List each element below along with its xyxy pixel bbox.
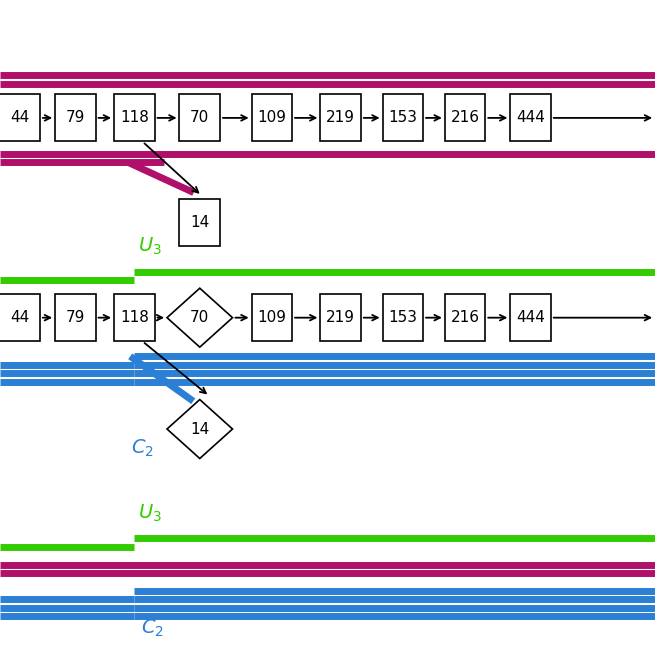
Text: 70: 70	[190, 111, 210, 125]
FancyBboxPatch shape	[383, 94, 423, 141]
Text: 44: 44	[10, 310, 29, 325]
Text: 219: 219	[326, 310, 355, 325]
Text: 14: 14	[190, 422, 210, 436]
Text: 70: 70	[190, 310, 210, 325]
Text: 216: 216	[451, 111, 479, 125]
Polygon shape	[167, 400, 233, 458]
FancyBboxPatch shape	[320, 94, 361, 141]
Text: 216: 216	[451, 310, 479, 325]
FancyBboxPatch shape	[510, 294, 551, 341]
Text: 444: 444	[516, 111, 545, 125]
Text: 14: 14	[190, 215, 210, 230]
Text: 44: 44	[10, 111, 29, 125]
FancyBboxPatch shape	[0, 94, 40, 141]
FancyBboxPatch shape	[55, 94, 96, 141]
Text: 153: 153	[388, 310, 417, 325]
Polygon shape	[167, 288, 233, 347]
FancyBboxPatch shape	[320, 294, 361, 341]
FancyBboxPatch shape	[179, 199, 220, 246]
FancyBboxPatch shape	[114, 294, 155, 341]
FancyBboxPatch shape	[510, 94, 551, 141]
FancyBboxPatch shape	[252, 294, 292, 341]
FancyBboxPatch shape	[0, 294, 40, 341]
Text: 219: 219	[326, 111, 355, 125]
FancyBboxPatch shape	[55, 294, 96, 341]
Text: 444: 444	[516, 310, 545, 325]
FancyBboxPatch shape	[383, 294, 423, 341]
Text: 118: 118	[120, 111, 149, 125]
FancyBboxPatch shape	[252, 94, 292, 141]
Text: $U_3$: $U_3$	[138, 236, 161, 257]
Text: 79: 79	[66, 310, 85, 325]
FancyBboxPatch shape	[179, 94, 220, 141]
Text: $C_2$: $C_2$	[131, 438, 154, 458]
Text: 153: 153	[388, 111, 417, 125]
Text: 118: 118	[120, 310, 149, 325]
Text: 79: 79	[66, 111, 85, 125]
FancyBboxPatch shape	[114, 94, 155, 141]
FancyBboxPatch shape	[445, 94, 485, 141]
Text: 109: 109	[257, 310, 286, 325]
Text: 109: 109	[257, 111, 286, 125]
FancyBboxPatch shape	[445, 294, 485, 341]
Text: $U_3$: $U_3$	[138, 503, 161, 524]
Text: $C_2$: $C_2$	[141, 618, 164, 639]
